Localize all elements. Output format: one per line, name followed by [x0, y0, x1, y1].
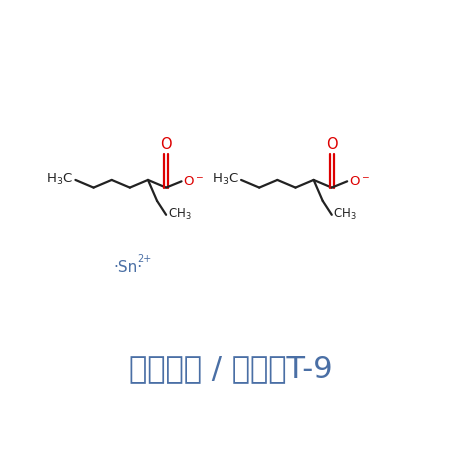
Text: 2+: 2+ — [137, 255, 151, 265]
Text: $\mathregular{CH_3}$: $\mathregular{CH_3}$ — [333, 207, 357, 222]
Text: O$^-$: O$^-$ — [349, 175, 370, 188]
Text: $\mathregular{CH_3}$: $\mathregular{CH_3}$ — [167, 207, 191, 222]
Text: $\mathregular{H_3C}$: $\mathregular{H_3C}$ — [46, 173, 73, 188]
Text: O: O — [160, 137, 172, 152]
Text: 辛酸亚锡 / 有机锡T-9: 辛酸亚锡 / 有机锡T-9 — [129, 354, 333, 383]
Text: ·Sn·: ·Sn· — [114, 260, 143, 275]
Text: $\mathregular{H_3C}$: $\mathregular{H_3C}$ — [212, 173, 239, 188]
Text: O: O — [326, 137, 338, 152]
Text: O$^-$: O$^-$ — [183, 175, 204, 188]
